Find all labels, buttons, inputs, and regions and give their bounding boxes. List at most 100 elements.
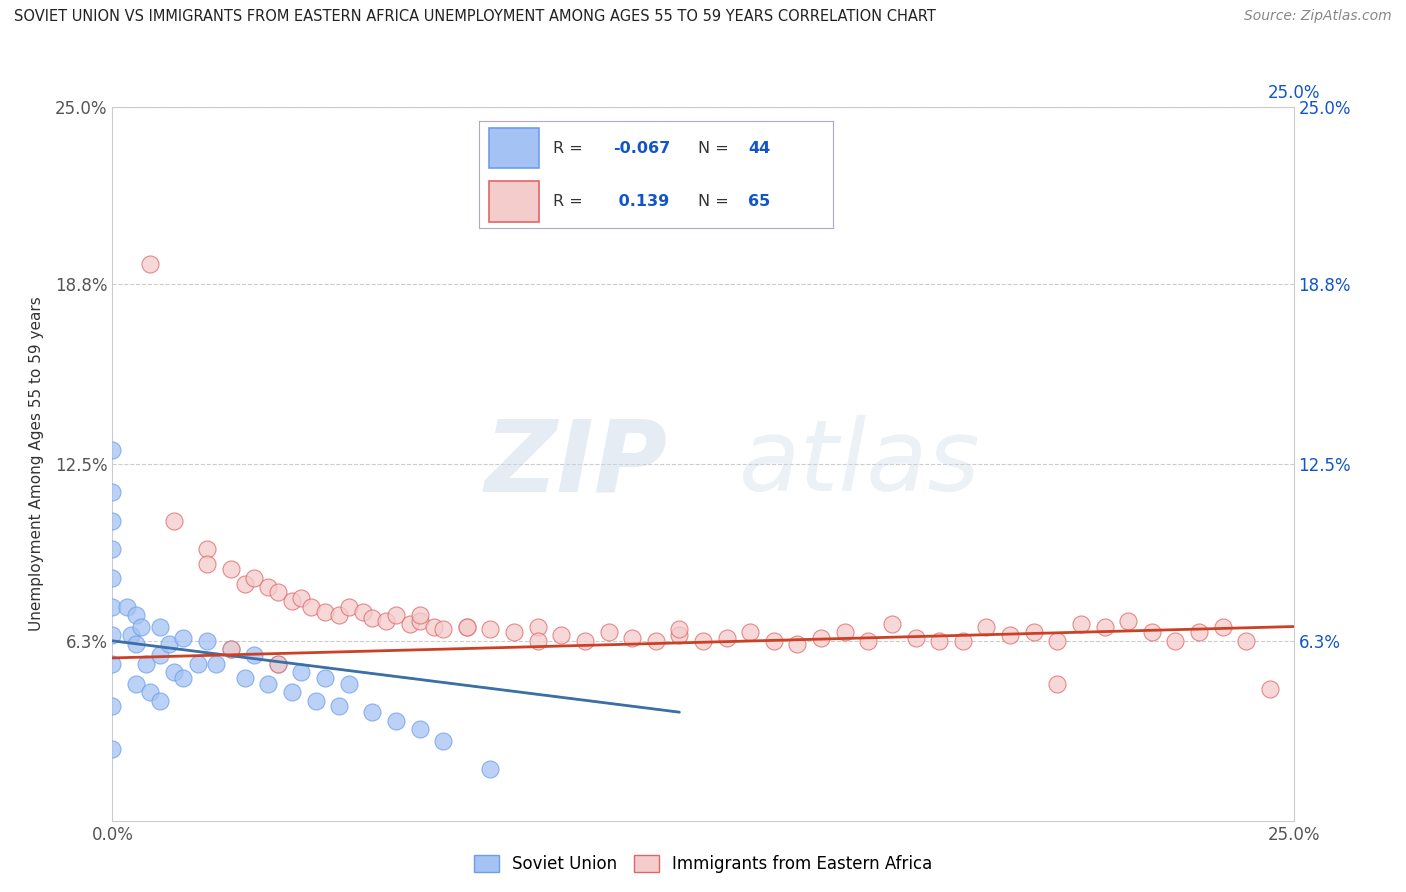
Point (257, 676, 280, 690)
Point (233, 576, 256, 591)
Point (352, 605, 374, 619)
Text: atlas: atlas (738, 416, 980, 512)
Point (172, 671, 194, 685)
Point (503, 625, 526, 640)
Point (101, 657, 124, 671)
Point (205, 657, 228, 671)
Point (668, 623, 690, 637)
Point (598, 625, 620, 640)
Y-axis label: Unemployment Among Ages 55 to 59 years: Unemployment Among Ages 55 to 59 years (30, 296, 44, 632)
Point (361, 611, 384, 625)
Point (880, 616, 903, 631)
Point (115, 599, 138, 614)
Point (163, 514, 186, 528)
Point (101, 628, 124, 642)
Text: Source: ZipAtlas.com: Source: ZipAtlas.com (1244, 9, 1392, 23)
Point (1046, 633, 1069, 648)
Point (361, 705, 384, 719)
Point (243, 571, 266, 585)
Point (432, 623, 454, 637)
Point (1046, 676, 1069, 690)
Point (621, 631, 644, 645)
Point (219, 642, 242, 657)
Point (195, 542, 218, 557)
Point (740, 625, 762, 640)
Point (1212, 619, 1234, 633)
Point (149, 619, 172, 633)
Point (526, 633, 548, 648)
Point (299, 599, 322, 614)
Point (408, 614, 430, 628)
Point (422, 619, 444, 633)
Point (668, 628, 690, 642)
Point (101, 442, 124, 457)
Point (1188, 625, 1211, 640)
Point (290, 665, 312, 680)
Point (998, 628, 1021, 642)
Point (456, 619, 478, 633)
Point (1164, 633, 1187, 648)
Point (526, 619, 548, 633)
Point (101, 699, 124, 714)
Point (716, 631, 738, 645)
Point (125, 608, 148, 623)
Point (172, 631, 194, 645)
Text: ZIP: ZIP (485, 416, 668, 512)
Point (233, 671, 256, 685)
Point (904, 631, 927, 645)
Point (1258, 682, 1281, 697)
Point (408, 723, 430, 737)
Point (195, 633, 218, 648)
Point (479, 623, 502, 637)
Point (550, 628, 572, 642)
Point (120, 628, 142, 642)
Point (139, 257, 162, 271)
Point (786, 637, 808, 651)
Point (644, 633, 666, 648)
Point (125, 637, 148, 651)
Point (195, 557, 218, 571)
Point (328, 608, 350, 623)
Point (290, 591, 312, 605)
Point (149, 694, 172, 708)
Point (219, 642, 242, 657)
Point (257, 580, 280, 594)
Point (399, 616, 422, 631)
Text: SOVIET UNION VS IMMIGRANTS FROM EASTERN AFRICA UNEMPLOYMENT AMONG AGES 55 TO 59 : SOVIET UNION VS IMMIGRANTS FROM EASTERN … (14, 9, 936, 24)
Point (267, 657, 290, 671)
Point (858, 633, 880, 648)
Point (408, 608, 430, 623)
Point (385, 714, 408, 728)
Point (385, 608, 408, 623)
Point (101, 599, 124, 614)
Point (157, 637, 180, 651)
Point (328, 699, 350, 714)
Point (976, 619, 998, 633)
Point (139, 685, 162, 699)
Point (281, 685, 304, 699)
Point (1116, 614, 1139, 628)
Point (101, 542, 124, 557)
Point (1070, 616, 1092, 631)
Point (1234, 633, 1257, 648)
Point (186, 657, 208, 671)
Point (219, 562, 242, 576)
Point (432, 733, 454, 747)
Point (1140, 625, 1163, 640)
Point (267, 585, 290, 599)
Point (456, 619, 478, 633)
Point (101, 485, 124, 500)
Point (129, 619, 152, 633)
Point (135, 657, 157, 671)
Point (304, 694, 326, 708)
Point (101, 571, 124, 585)
Point (479, 762, 502, 776)
Point (337, 676, 360, 690)
Point (125, 676, 148, 690)
Point (1022, 625, 1045, 640)
Point (267, 657, 290, 671)
Legend: Soviet Union, Immigrants from Eastern Africa: Soviet Union, Immigrants from Eastern Af… (467, 848, 939, 880)
Point (281, 594, 304, 608)
Point (762, 633, 785, 648)
Point (243, 648, 266, 662)
